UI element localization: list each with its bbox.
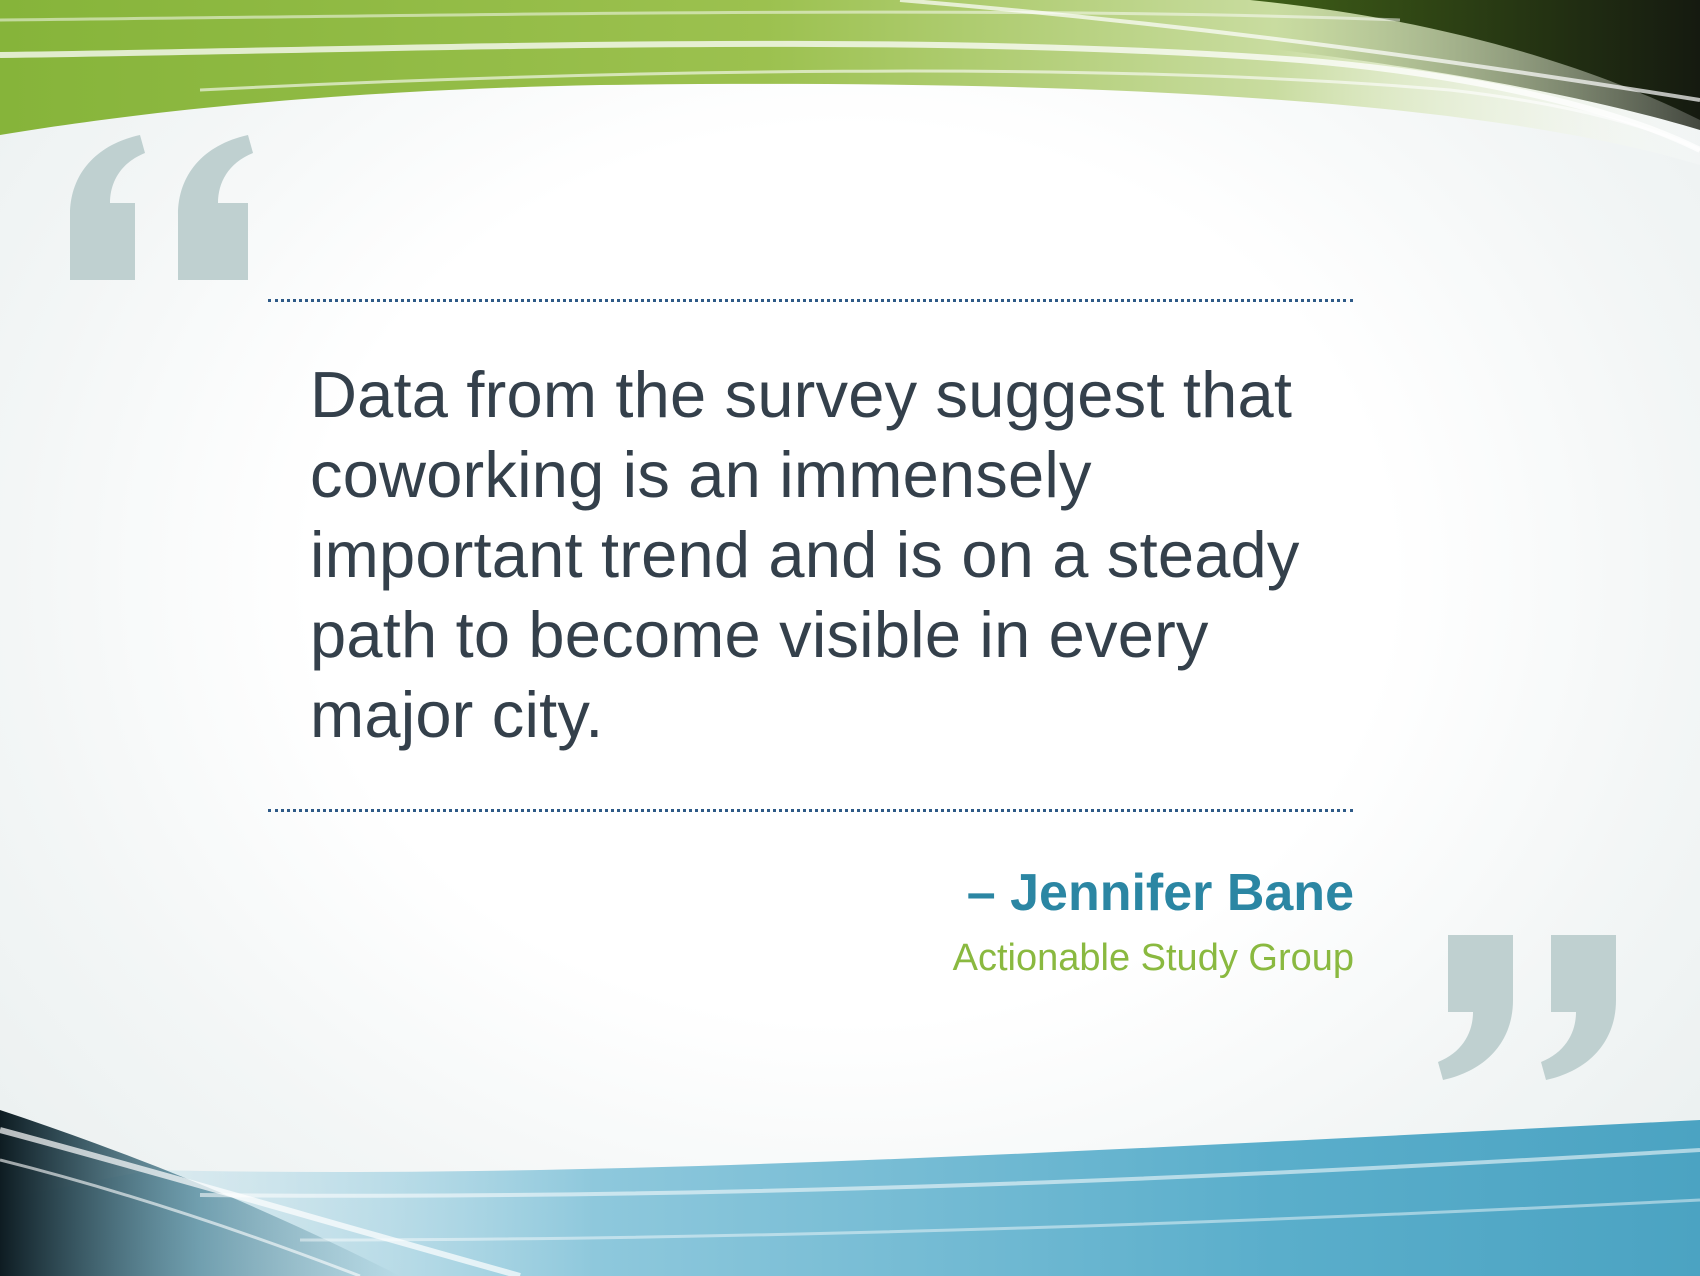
quote-line: path to become visible in every <box>310 598 1209 671</box>
quote-author: – Jennifer Bane <box>966 864 1354 922</box>
open-quote-icon <box>70 135 253 280</box>
quote-line: major city. <box>310 678 604 751</box>
top-dotted-divider <box>268 299 1353 302</box>
bottom-dotted-divider <box>268 809 1353 812</box>
quote-organization: Actionable Study Group <box>952 937 1354 979</box>
close-quote-icon <box>1438 935 1616 1080</box>
quote-text: Data from the survey suggest that cowork… <box>310 355 1350 755</box>
quote-line: coworking is an immensely <box>310 438 1092 511</box>
quote-line: Data from the survey suggest that <box>310 358 1293 431</box>
quote-line: important trend and is on a steady <box>310 518 1300 591</box>
